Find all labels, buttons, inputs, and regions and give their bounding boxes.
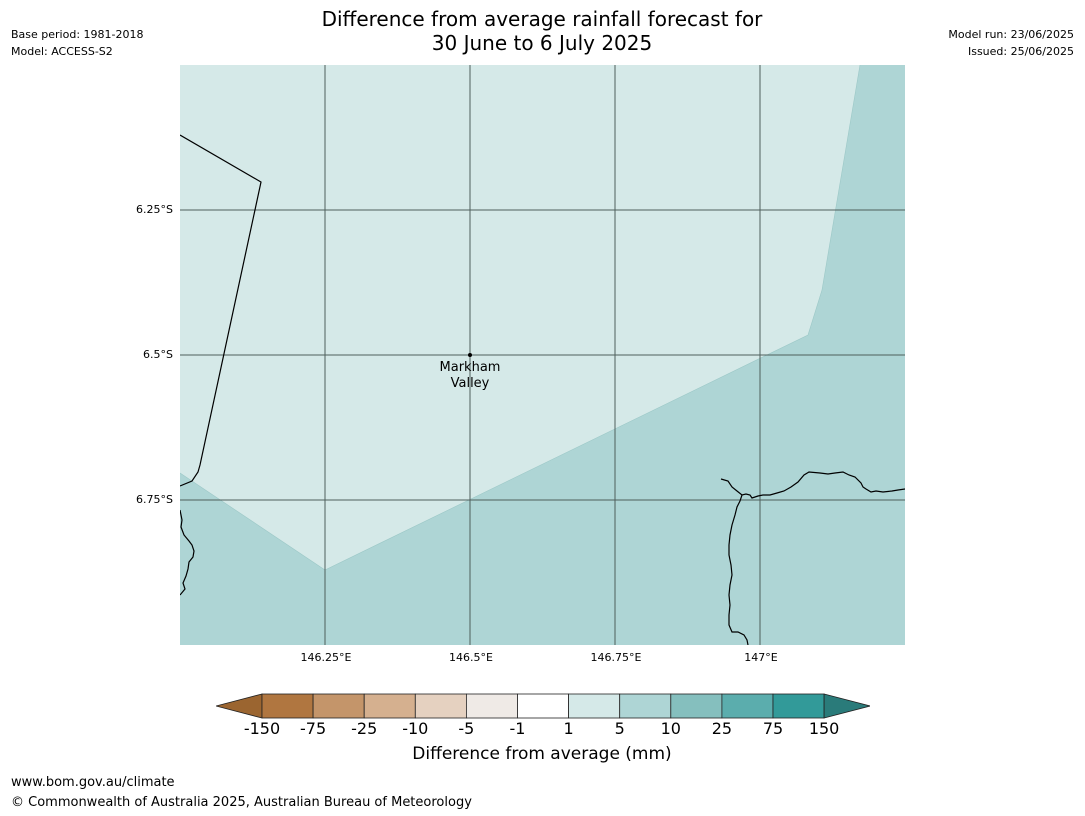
title-line-2: 30 June to 6 July 2025: [431, 31, 653, 55]
legend-tick-label: 75: [762, 719, 784, 738]
legend-arrow-low: [214, 693, 263, 719]
place-label: Markham Valley: [420, 360, 520, 392]
base-period-text: Base period: 1981-2018: [11, 28, 144, 41]
legend-ticks: -150 -75 -25 -10 -5 -1 1 5 10 25 75 150: [0, 719, 1085, 739]
lon-label-146-25: 146.25°E: [300, 651, 352, 664]
legend-swatch: [261, 693, 314, 719]
map-canvas: [179, 64, 906, 646]
legend-tick-label: -5: [458, 719, 475, 738]
legend-bar: [214, 693, 872, 719]
legend-tick-label: 10: [660, 719, 681, 738]
lon-label-147: 147°E: [744, 651, 778, 664]
legend-swatch: [414, 693, 467, 719]
region-boundary: [179, 134, 262, 487]
legend-arrow-high: [823, 693, 872, 719]
map-title: Difference from average rainfall forecas…: [242, 7, 842, 55]
metadata-right: Model run: 23/06/2025 Issued: 25/06/2025: [948, 26, 1074, 60]
forecast-map[interactable]: Markham Valley: [179, 64, 906, 646]
band-boundary: [179, 64, 861, 571]
lat-label-6-25: 6.25°S: [136, 203, 173, 216]
legend-title: Difference from average (mm): [412, 744, 672, 764]
metadata-left: Base period: 1981-2018 Model: ACCESS-S2: [11, 26, 143, 60]
lat-label-6-5: 6.5°S: [143, 348, 173, 361]
legend-swatch: [517, 693, 569, 719]
lat-label-6-75: 6.75°S: [136, 493, 173, 506]
legend-swatch: [670, 693, 723, 719]
colour-legend: [214, 692, 872, 720]
place-name-line-2: Valley: [450, 376, 490, 391]
legend-tick-label: -25: [351, 719, 378, 738]
river: [728, 494, 749, 646]
coastline-east: [720, 471, 906, 499]
legend-tick-label: 25: [711, 719, 733, 738]
legend-swatch: [568, 693, 621, 719]
legend-swatch: [721, 693, 774, 719]
lon-label-146-5: 146.5°E: [449, 651, 493, 664]
footer-url[interactable]: www.bom.gov.au/climate: [11, 775, 175, 790]
rainfall-band-1-5: [180, 65, 860, 570]
lon-label-146-75: 146.75°E: [590, 651, 642, 664]
title-line-1: Difference from average rainfall forecas…: [321, 7, 763, 31]
legend-swatch: [312, 693, 365, 719]
place-marker[interactable]: [468, 353, 472, 357]
model-text: Model: ACCESS-S2: [11, 45, 113, 58]
graticule: [180, 65, 905, 645]
legend-tick-label: -1: [509, 719, 526, 738]
legend-tick-label: 1: [563, 719, 574, 738]
legend-swatch: [619, 693, 672, 719]
footer-copyright: © Commonwealth of Australia 2025, Austra…: [11, 795, 472, 810]
legend-tick-label: -150: [243, 719, 281, 738]
coastline-west: [179, 509, 195, 596]
model-run-text: Model run: 23/06/2025: [948, 28, 1074, 41]
legend-swatch: [363, 693, 416, 719]
legend-swatch: [465, 693, 518, 719]
issued-text: Issued: 25/06/2025: [967, 45, 1074, 58]
legend-swatch: [772, 693, 825, 719]
legend-tick-label: -10: [402, 719, 429, 738]
legend-tick-label: 150: [808, 719, 840, 738]
place-name-line-1: Markham: [439, 360, 501, 375]
legend-tick-label: -75: [300, 719, 327, 738]
legend-tick-label: 5: [614, 719, 625, 738]
